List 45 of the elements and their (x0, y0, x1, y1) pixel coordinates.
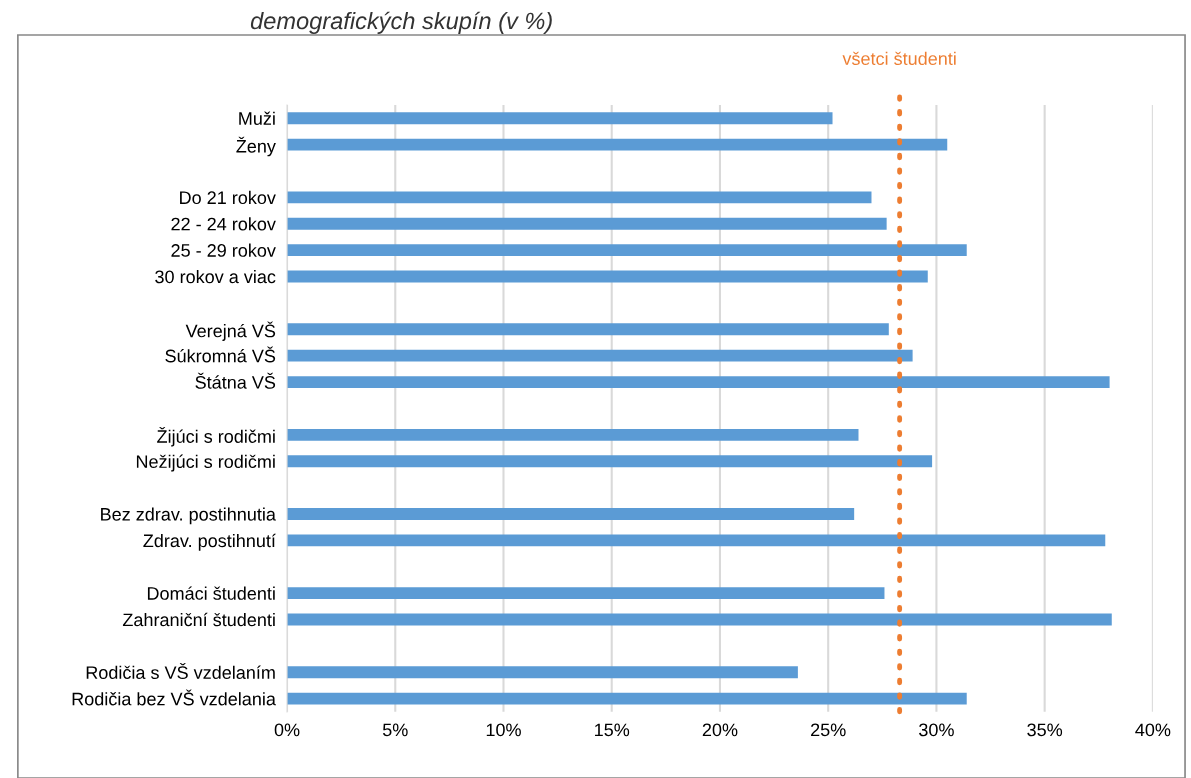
ref-line-label: všetci študenti (842, 51, 956, 66)
x-tick-label: 35% (1027, 723, 1063, 737)
y-tick-label: Rodičia bez VŠ vzdelania (72, 689, 276, 706)
bar (287, 323, 889, 336)
x-tick-label: 5% (382, 723, 408, 737)
bar (287, 349, 913, 362)
y-tick-label: Zdrav. postihnutí (143, 533, 276, 551)
y-tick-label: Domáci študenti (147, 586, 275, 600)
bar (287, 270, 928, 283)
x-tick-label: 20% (702, 723, 738, 737)
x-tick-label: 30% (919, 723, 954, 737)
chart-title: demografických skupín (v %) (250, 11, 552, 34)
y-tick-label: Muži (239, 111, 275, 125)
y-tick-label: Zahraniční študenti (122, 612, 275, 627)
y-tick-label: Štátna VŠ (195, 372, 276, 389)
bar (287, 455, 933, 468)
bar (287, 613, 1112, 626)
bar (287, 244, 967, 257)
y-tick-label: 25 - 29 rokov (171, 243, 276, 257)
x-tick-label: 15% (595, 723, 630, 737)
bar (287, 428, 859, 441)
y-tick-label: Do 21 rokov (180, 190, 276, 205)
y-tick-label: Ženy (236, 136, 276, 157)
y-tick-label: Verejná VŠ (185, 321, 276, 341)
x-tick-label: 0% (274, 723, 300, 737)
bar (287, 508, 855, 520)
bar (287, 666, 798, 679)
bar (287, 692, 967, 705)
bar (287, 534, 1106, 547)
y-tick-label: 30 rokov a viac (155, 269, 276, 284)
y-tick-label: Žijúci s rodičmi (157, 426, 275, 447)
x-tick-label: 25% (811, 723, 846, 737)
y-tick-label: Bez zdrav. postihnutia (101, 507, 276, 525)
y-tick-label: 22 - 24 rokov (171, 217, 276, 231)
bar (287, 587, 885, 600)
y-tick-label: Súkromná VŠ (165, 346, 276, 363)
bar (287, 217, 887, 230)
bar (287, 112, 833, 125)
bar (287, 138, 948, 151)
x-tick-label: 10% (486, 723, 521, 737)
y-tick-label: Nežijúci s rodičmi (136, 454, 275, 472)
bar (287, 376, 1110, 388)
x-tick-label: 40% (1135, 723, 1171, 737)
y-tick-label: Rodičia s VŠ vzdelaním (86, 663, 275, 680)
bar (287, 191, 872, 204)
